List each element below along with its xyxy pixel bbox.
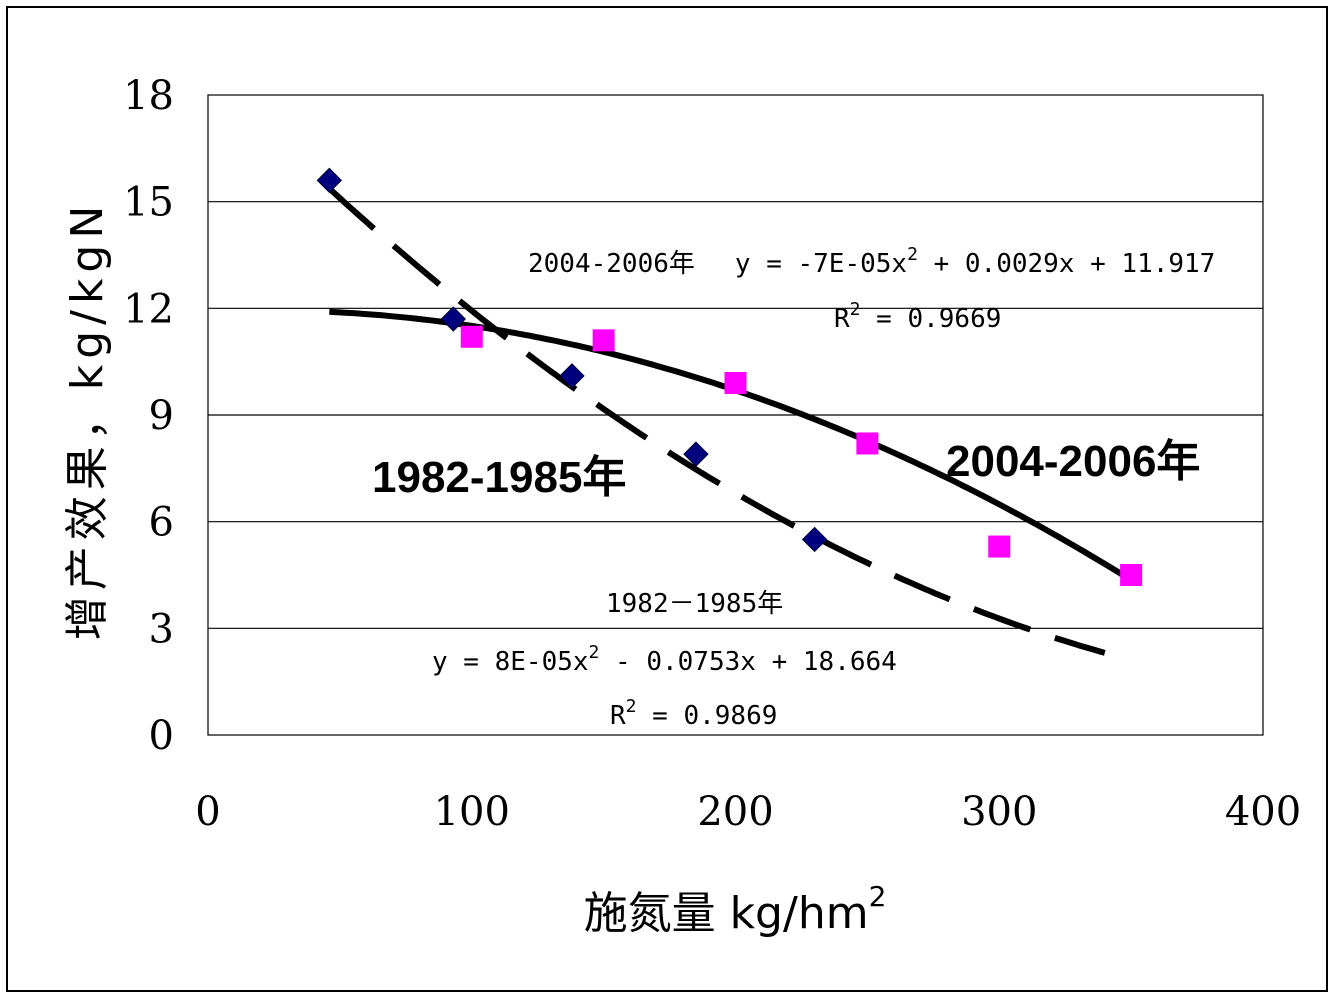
equation-2004-eq: y = -7E-05x [735, 249, 907, 279]
y-tick-5: 15 [123, 180, 174, 226]
equation-1982-sup: 2 [589, 642, 600, 663]
y-tick-2: 6 [149, 500, 174, 546]
r2-2004-rest: = 0.9669 [861, 304, 1002, 334]
r2-1982-pre: R [610, 701, 626, 731]
y-tick-1: 3 [149, 606, 174, 652]
y-tick-labels: 0 3 6 9 12 15 18 [123, 73, 174, 759]
y-axis-title: 增产效果，kg/kgN [62, 200, 113, 641]
x-axis-title-sup: 2 [869, 880, 887, 913]
r2-2004-sup: 2 [850, 299, 861, 320]
equation-2004-line: 2004-2006年 y = -7E-05x2 + 0.0029x + 11.91… [528, 244, 1215, 279]
r2-1982-sup: 2 [626, 696, 637, 717]
chart-frame [6, 6, 1328, 992]
point-s1-0 [460, 325, 483, 348]
x-tick-3: 300 [961, 789, 1037, 835]
x-tick-0: 0 [195, 789, 220, 835]
x-axis-title-main: 施氮量 kg/hm [584, 888, 869, 939]
point-s1-4 [988, 535, 1011, 558]
equation-2004-label: 2004-2006年 [528, 249, 695, 279]
r2-1982: R2 = 0.9869 [610, 696, 777, 731]
plot-area [207, 94, 1264, 736]
point-s0-2 [559, 363, 585, 389]
x-tick-1: 100 [434, 789, 510, 835]
r2-2004: R2 = 0.9669 [834, 299, 1001, 334]
point-s0-1 [440, 306, 466, 332]
y-tick-3: 9 [149, 393, 174, 439]
equation-1982: y = 8E-05x2 - 0.0753x + 18.664 [432, 642, 897, 677]
equation-2004-rest: + 0.0029x + 11.917 [918, 249, 1215, 279]
x-tick-4: 400 [1225, 789, 1301, 835]
point-s0-3 [683, 441, 709, 467]
point-s0-4 [801, 526, 828, 553]
point-s1-2 [724, 372, 747, 394]
x-tick-2: 200 [697, 789, 773, 835]
y-tick-0: 0 [149, 713, 174, 759]
y-tick-6: 18 [123, 73, 174, 119]
r2-2004-pre: R [834, 304, 850, 334]
x-tick-labels: 0 100 200 300 400 [195, 789, 1301, 835]
point-s1-5 [1120, 564, 1143, 586]
series-label-1982: 1982-1985年 [372, 453, 626, 502]
equation-1982-rest: - 0.0753x + 18.664 [599, 647, 896, 677]
data-points [316, 167, 1143, 586]
r2-1982-rest: = 0.9869 [637, 701, 778, 731]
point-s1-3 [856, 432, 879, 455]
trendline-0 [327, 186, 1106, 656]
point-s0-0 [316, 167, 343, 194]
equation-2004-sup: 2 [907, 244, 918, 265]
y-tick-4: 12 [123, 286, 174, 332]
point-s1-1 [592, 329, 615, 352]
series-label-2004: 2004-2006年 [946, 437, 1200, 486]
grid-lines [208, 201, 1263, 629]
equation-1982-eq: y = 8E-05x [432, 647, 589, 677]
equation-1982-label: 1982－1985年 [606, 589, 783, 619]
x-axis-title: 施氮量 kg/hm2 [584, 880, 887, 939]
